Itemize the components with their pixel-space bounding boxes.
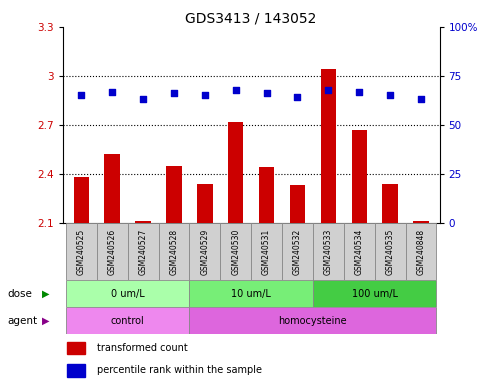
FancyBboxPatch shape [189,223,220,280]
FancyBboxPatch shape [375,223,406,280]
FancyBboxPatch shape [251,223,282,280]
Text: GSM240528: GSM240528 [170,228,178,275]
FancyBboxPatch shape [66,280,189,307]
Bar [259,167,274,223]
FancyBboxPatch shape [344,223,375,280]
Text: GSM240525: GSM240525 [77,228,86,275]
Bar [352,130,367,223]
Text: transformed count: transformed count [97,343,187,353]
Text: GSM240848: GSM240848 [416,228,426,275]
Text: GSM240529: GSM240529 [200,228,209,275]
Point [325,86,332,93]
Bar [67,364,85,376]
FancyBboxPatch shape [313,280,437,307]
Bar [228,121,243,223]
FancyBboxPatch shape [282,223,313,280]
FancyBboxPatch shape [313,223,344,280]
FancyBboxPatch shape [220,223,251,280]
Text: ▶: ▶ [42,289,50,299]
Point [386,92,394,98]
Text: GSM240531: GSM240531 [262,228,271,275]
FancyBboxPatch shape [66,307,189,334]
FancyBboxPatch shape [406,223,437,280]
Text: control: control [111,316,144,326]
Bar [413,221,429,223]
FancyBboxPatch shape [189,280,313,307]
Bar [104,154,120,223]
Text: GSM240527: GSM240527 [139,228,148,275]
Point [263,90,270,96]
Bar [135,221,151,223]
Point [170,90,178,96]
Point [294,94,301,101]
Point [77,92,85,98]
Bar [166,166,182,223]
FancyBboxPatch shape [97,223,128,280]
Text: GSM240526: GSM240526 [108,228,117,275]
Text: GSM240534: GSM240534 [355,228,364,275]
Bar [67,342,85,354]
Point [355,88,363,94]
Text: ▶: ▶ [42,316,50,326]
Title: GDS3413 / 143052: GDS3413 / 143052 [185,12,317,26]
Text: agent: agent [7,316,37,326]
Text: GSM240532: GSM240532 [293,228,302,275]
Text: homocysteine: homocysteine [279,316,347,326]
Text: GSM240533: GSM240533 [324,228,333,275]
Text: dose: dose [7,289,32,299]
Text: GSM240535: GSM240535 [385,228,395,275]
Bar [383,184,398,223]
FancyBboxPatch shape [66,223,97,280]
Point [232,86,240,93]
Text: 0 um/L: 0 um/L [111,289,144,299]
Point [139,96,147,103]
Bar [197,184,213,223]
Text: 10 um/L: 10 um/L [231,289,271,299]
FancyBboxPatch shape [158,223,189,280]
Point [201,92,209,98]
Bar [321,69,336,223]
Text: GSM240530: GSM240530 [231,228,240,275]
Point [108,88,116,94]
Point [417,96,425,103]
Bar [73,177,89,223]
FancyBboxPatch shape [189,307,437,334]
Text: percentile rank within the sample: percentile rank within the sample [97,365,262,375]
FancyBboxPatch shape [128,223,158,280]
Text: 100 um/L: 100 um/L [352,289,398,299]
Bar [290,185,305,223]
